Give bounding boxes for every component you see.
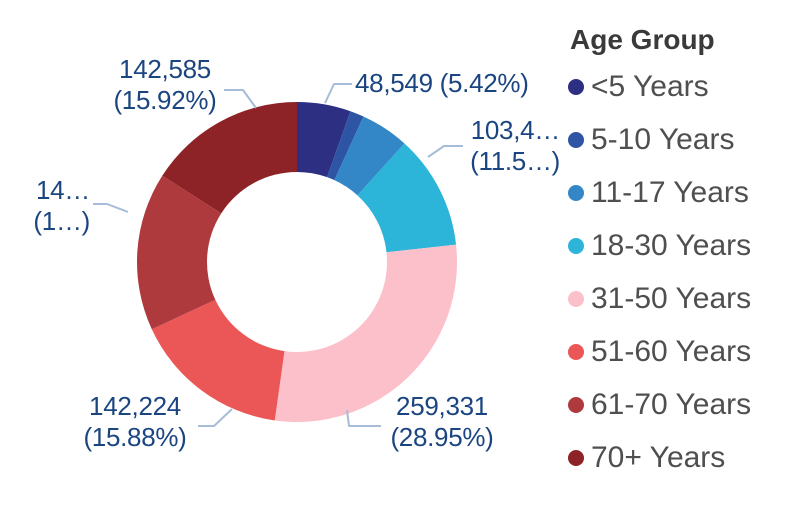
data-label-51-60-years: 142,224 (15.88%) (55, 391, 215, 453)
legend-item-label: <5 Years (591, 69, 709, 103)
legend-item-11-17-years[interactable]: 11-17 Years (568, 166, 794, 219)
leader-line-70plus-years (224, 89, 257, 109)
legend-title: Age Group (570, 24, 715, 55)
legend-item-label: 18-30 Years (591, 228, 752, 262)
data-label-value: 48,549 (5.42%) (355, 68, 529, 98)
leader-line-under5-years (324, 83, 352, 104)
legend-dot-icon (568, 78, 584, 95)
data-label-percent: (1…) (33, 206, 90, 236)
legend-item-label: 31-50 Years (591, 281, 752, 315)
slice-18-30-years[interactable] (357, 143, 457, 253)
slice-70-years[interactable] (162, 102, 297, 214)
slice-11-17-years[interactable] (334, 116, 405, 196)
chart-legend: Age Group <5 Years 5-10 Years 11-17 Year… (568, 24, 794, 484)
leader-line-51-60-years (198, 408, 233, 427)
data-label-under5-years: 48,549 (5.42%) (355, 68, 529, 99)
legend-dot-icon (568, 290, 584, 307)
legend-item-70plus-years[interactable]: 70+ Years (568, 431, 794, 484)
legend-item-under5-years[interactable]: <5 Years (568, 60, 794, 113)
legend-dot-icon (568, 131, 584, 148)
slice-51-60-years[interactable] (151, 299, 285, 421)
data-label-70plus-years: 142,585 (15.92%) (85, 54, 245, 116)
slice-31-50-years[interactable] (274, 244, 458, 423)
legend-item-5-10-years[interactable]: 5-10 Years (568, 113, 794, 166)
legend-dot-icon (568, 184, 584, 201)
legend-dot-icon (568, 343, 584, 360)
data-label-18-30-years: 103,4… (11.5…) (440, 115, 560, 177)
leader-lines (93, 83, 463, 427)
legend-item-18-30-years[interactable]: 18-30 Years (568, 219, 794, 272)
data-label-value: 142,585 (119, 54, 211, 84)
legend-item-label: 51-60 Years (591, 334, 752, 368)
data-label-percent: (11.5…) (470, 146, 560, 176)
leader-line-61-70-years (93, 203, 129, 213)
data-label-value: 103,4… (470, 115, 561, 145)
slice-61-70-years[interactable] (136, 175, 222, 330)
data-label-value: 259,331 (396, 391, 488, 421)
slice--5-years[interactable] (297, 102, 351, 178)
legend-item-51-60-years[interactable]: 51-60 Years (568, 325, 794, 378)
leader-line-18-30-years (427, 145, 463, 158)
leader-line-31-50-years (346, 409, 381, 427)
legend-dot-icon (568, 396, 584, 413)
donut-slices (136, 102, 458, 423)
legend-item-label: 5-10 Years (591, 122, 735, 156)
data-label-percent: (28.95%) (390, 422, 494, 452)
legend-item-label: 61-70 Years (591, 387, 752, 421)
slice-5-10-years[interactable] (327, 111, 364, 181)
data-label-percent: (15.92%) (113, 85, 217, 115)
legend-dot-icon (568, 237, 584, 254)
data-label-value: 142,224 (89, 391, 181, 421)
legend-item-label: 11-17 Years (591, 175, 749, 209)
legend-item-31-50-years[interactable]: 31-50 Years (568, 272, 794, 325)
data-label-value: 14… (35, 175, 90, 205)
legend-dot-icon (568, 449, 584, 466)
data-label-31-50-years: 259,331 (28.95%) (362, 391, 522, 453)
data-label-61-70-years: 14… (1…) (8, 175, 90, 237)
legend-item-label: 70+ Years (591, 440, 726, 474)
data-label-percent: (15.88%) (83, 422, 187, 452)
legend-item-61-70-years[interactable]: 61-70 Years (568, 378, 794, 431)
